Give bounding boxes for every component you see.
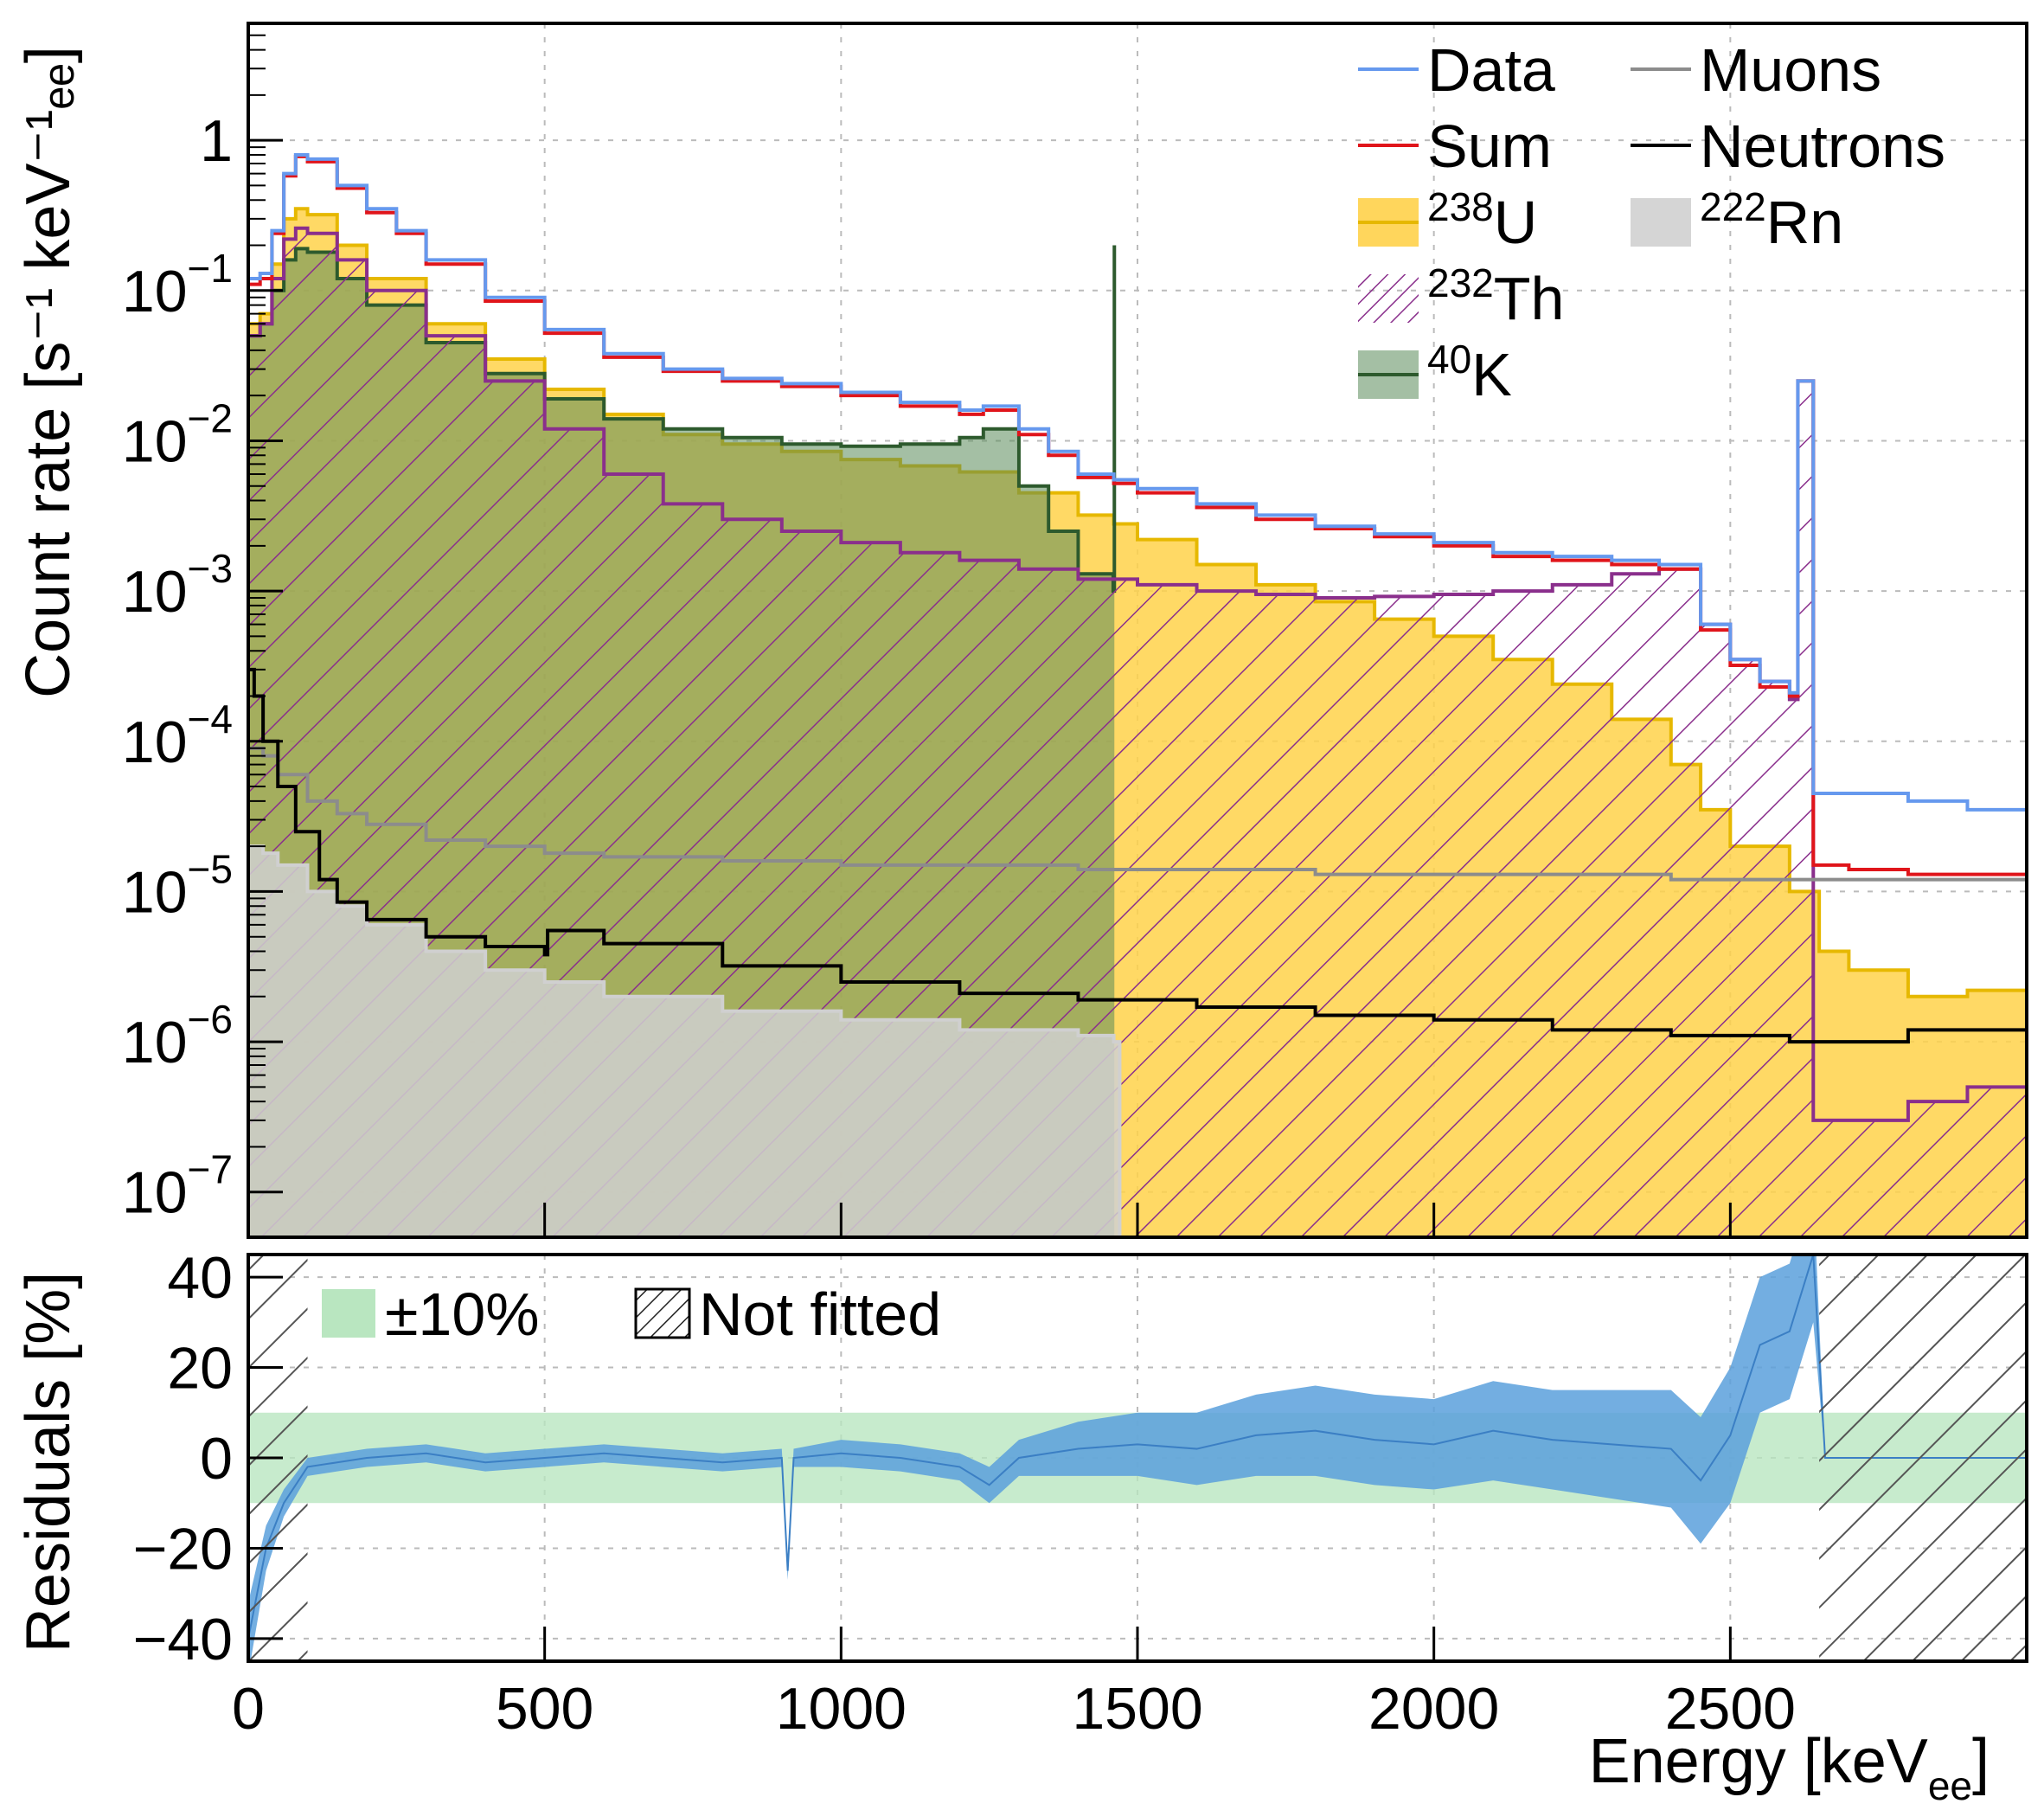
residuals-x-tick-label-4: 2000 xyxy=(1368,1676,1499,1742)
spectrum-y-tick-exp-1: −1 xyxy=(188,246,233,291)
legend-swatch-7 xyxy=(1631,198,1691,247)
legend-label-2: 238U xyxy=(1427,184,1537,256)
residuals-x-tick-label-0: 0 xyxy=(232,1676,265,1742)
spectrum-y-axis-title: Count rate [s⁻¹ keV⁻¹ₑₑ] xyxy=(14,46,83,698)
legend-label-6: Neutrons xyxy=(1700,112,1945,180)
series-fill-222rn xyxy=(248,846,2027,1237)
residuals-y-tick-label-3: −20 xyxy=(133,1516,233,1582)
not-fitted-region-1 xyxy=(1819,1255,2027,1661)
spectrum-y-tick-label-1: 10−1 xyxy=(122,246,233,324)
legend-label-3: 232Th xyxy=(1427,260,1564,332)
spectrum-y-tick-base-5: 10 xyxy=(122,859,188,925)
series-fill-232th xyxy=(248,228,2027,1237)
spectrum-y-tick-exp-3: −3 xyxy=(188,546,233,591)
spectrum-y-tick-label-3: 10−3 xyxy=(122,546,233,625)
legend-entry-0: Data xyxy=(1358,36,1555,104)
residuals-plot-area xyxy=(248,1255,2027,1661)
legend-entry-2: 238U xyxy=(1358,184,1537,256)
residuals-panel: 40 20 0 −20 −40 0 500 1000 1500 2000 2500 ±10% Not… xyxy=(133,1245,2028,1742)
residuals-x-ticks: 0 500 1000 1500 2000 2500 xyxy=(232,1627,1796,1742)
spectrum-y-tick-label-5: 10−5 xyxy=(122,846,233,925)
legend-label-0: Data xyxy=(1427,36,1555,104)
series-line-222rn xyxy=(248,844,2027,1237)
residuals-x-tick-label-3: 1500 xyxy=(1072,1676,1202,1742)
spectrum-y-tick-base-3: 10 xyxy=(122,559,188,625)
spectrum-y-tick-label-4: 10−4 xyxy=(122,696,233,775)
x-axis-title: Energy [keVee] xyxy=(1589,1727,1990,1808)
spectrum-y-tick-label-0: 1 xyxy=(200,108,233,174)
legend-label-text-4: K xyxy=(1471,341,1512,408)
legend-label-text-7: Rn xyxy=(1766,189,1843,256)
x-axis-title-sub: ee xyxy=(1928,1763,1972,1808)
spectrum-y-tick-exp-7: −7 xyxy=(188,1147,233,1192)
legend-label-sup-7: 222 xyxy=(1700,184,1766,229)
residuals-y-ticks: 40 20 0 −20 −40 xyxy=(133,1245,283,1672)
legend-entry-3: 232Th xyxy=(1358,260,1564,332)
spectrum-plot-area xyxy=(248,152,2027,1237)
residuals-area xyxy=(248,1255,2027,1661)
spectrum-y-tick-base-4: 10 xyxy=(122,709,188,775)
residuals-y-tick-label-2: 0 xyxy=(200,1426,233,1492)
legend-entry-7: 222Rn xyxy=(1631,184,1843,256)
legend-swatch-3 xyxy=(1358,274,1419,323)
residuals-y-tick-label-1: 20 xyxy=(167,1336,233,1402)
legend-label-1: Sum xyxy=(1427,112,1552,180)
spectrum-y-tick-label-2: 10−2 xyxy=(122,395,233,474)
band-legend-label: ±10% xyxy=(385,1280,540,1348)
residuals-x-tick-label-5: 2500 xyxy=(1665,1676,1796,1742)
series-line-neutrons xyxy=(248,667,2027,1049)
not-fitted-legend-swatch xyxy=(634,1287,691,1339)
legend-entry-6: Neutrons xyxy=(1631,112,1945,180)
spectrum-y-tick-base-7: 10 xyxy=(122,1160,188,1226)
spectrum-y-ticks: 110−110−210−310−410−510−610−7 xyxy=(122,34,1732,1237)
spectrum-y-tick-base-6: 10 xyxy=(122,1010,188,1075)
legend-label-7: 222Rn xyxy=(1700,184,1843,256)
legend-label-text-2: U xyxy=(1494,189,1538,256)
series-line-sum xyxy=(248,154,2027,876)
residuals-legend: ±10% Not fitted xyxy=(322,1280,941,1348)
legend-label-text-3: Th xyxy=(1494,265,1565,332)
residuals-line xyxy=(248,1255,2027,1640)
spectrum-y-tick-exp-6: −6 xyxy=(188,997,233,1042)
residuals-x-tick-label-2: 1000 xyxy=(776,1676,907,1742)
spectrum-y-tick-exp-4: −4 xyxy=(188,696,233,741)
series-line-muons xyxy=(248,746,2027,882)
legend-entry-5: Muons xyxy=(1631,36,1881,104)
legend-label-sup-3: 232 xyxy=(1427,260,1494,305)
legend-label-sup-4: 40 xyxy=(1427,337,1471,382)
residuals-y-axis-title: Residuals [%] xyxy=(14,1272,83,1653)
x-axis-title-main: Energy [keV xyxy=(1589,1727,1928,1796)
series-line-data xyxy=(248,152,2027,812)
spectrum-y-tick-label-7: 10−7 xyxy=(122,1147,233,1226)
spectrum-y-tick-label-6: 10−6 xyxy=(122,997,233,1075)
spectrum-y-tick-base-0: 1 xyxy=(200,108,233,174)
residuals-x-tick-label-1: 500 xyxy=(496,1676,593,1742)
spectrum-y-tick-exp-2: −2 xyxy=(188,395,233,440)
residuals-y-tick-label-4: −40 xyxy=(133,1607,233,1672)
spectrum-y-tick-base-1: 10 xyxy=(122,259,188,324)
residuals-y-tick-label-0: 40 xyxy=(167,1245,233,1311)
legend-entry-1: Sum xyxy=(1358,112,1552,180)
band-legend-swatch xyxy=(322,1289,375,1338)
legend-label-sup-2: 238 xyxy=(1427,184,1494,229)
x-axis-title-close: ] xyxy=(1972,1727,1990,1796)
spectrum-y-tick-base-2: 10 xyxy=(122,408,188,474)
legend-entry-4: 40K xyxy=(1358,337,1512,408)
legend-label-4: 40K xyxy=(1427,337,1512,408)
not-fitted-legend-label: Not fitted xyxy=(699,1280,941,1348)
spectrum-y-tick-exp-5: −5 xyxy=(188,846,233,891)
spectrum-panel: 110−110−210−310−410−510−610−7 DataSum238… xyxy=(122,22,2028,1239)
legend-label-5: Muons xyxy=(1700,36,1881,104)
